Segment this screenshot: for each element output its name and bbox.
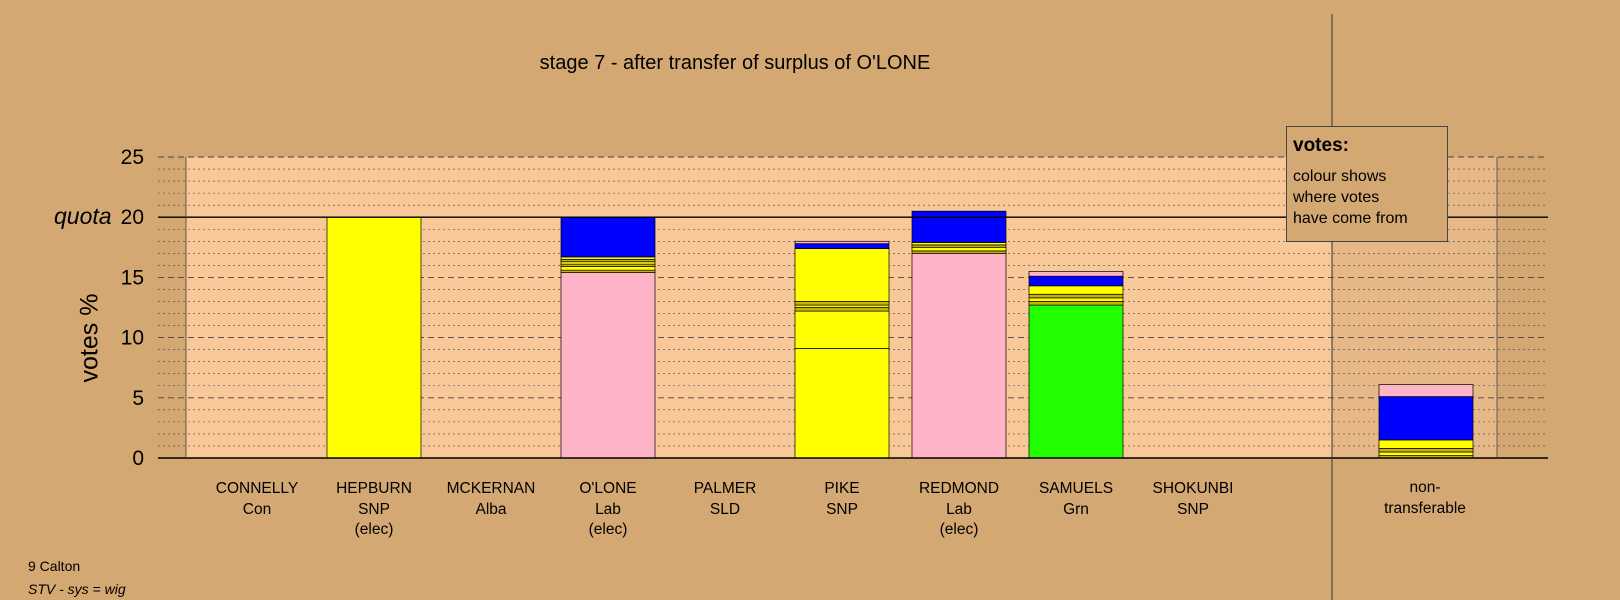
- bar-segment: [794, 240, 890, 245]
- legend: votes: colour shows where votes have com…: [1286, 126, 1448, 242]
- nt-bar-segment: [1378, 396, 1474, 441]
- candidate-label: PIKE SNP: [784, 479, 900, 541]
- legend-line: colour shows: [1293, 168, 1387, 185]
- candidate-party: SLD: [709, 500, 741, 518]
- bar-segment: [1028, 275, 1124, 287]
- bar-segment: [1028, 271, 1124, 277]
- bar-segment: [1028, 297, 1124, 302]
- bar-segment: [560, 216, 656, 258]
- bar-segment: [1028, 301, 1124, 306]
- bar-segment: [326, 216, 422, 459]
- bar-segment: [911, 242, 1007, 246]
- bar-segment: [794, 304, 890, 308]
- candidate-status: (elec): [588, 521, 628, 538]
- candidate-name: MCKERNAN: [446, 480, 536, 497]
- bar-segment: [911, 210, 1007, 243]
- bar-segment: [794, 348, 890, 459]
- candidate-status: [1135, 520, 1251, 541]
- bar-segment: [560, 272, 656, 459]
- bar-segment: [794, 243, 890, 249]
- y-tick-label: 0: [132, 447, 144, 470]
- legend-line: have come from: [1293, 210, 1408, 227]
- candidate-party: SNP: [826, 500, 858, 518]
- bar-segment: [560, 269, 656, 273]
- non-transferable-label: non- transferable: [1367, 477, 1483, 519]
- bar-segment: [1028, 293, 1124, 299]
- candidate-party: Lab: [595, 500, 621, 518]
- quota-label: quota: [54, 203, 112, 229]
- bar-segment: [911, 250, 1007, 254]
- system-label: STV - sys = wig: [28, 581, 126, 597]
- bar-segment: [560, 266, 656, 271]
- bar-segment: [794, 310, 890, 349]
- nt-bar-segment: [1378, 384, 1474, 397]
- y-tick-label: 10: [121, 327, 144, 350]
- nt-bar-segment: [1378, 451, 1474, 456]
- y-tick-label: 15: [121, 266, 144, 289]
- candidate-party: Alba: [475, 500, 507, 518]
- y-tick-labels: 0 5 10 15 20 25: [121, 146, 144, 470]
- candidate-label: SHOKUNBI SNP: [1135, 479, 1251, 541]
- bar-segment: [1028, 285, 1124, 295]
- candidate-name: PIKE: [824, 480, 860, 497]
- candidate-status: [667, 520, 783, 541]
- ward-label: 9 Calton: [28, 558, 81, 574]
- candidate-status: [433, 520, 549, 541]
- candidate-party: SNP: [1177, 500, 1209, 518]
- bar-segment: [794, 301, 890, 306]
- candidate-party: SNP: [358, 500, 390, 518]
- bar-segment: [911, 252, 1007, 459]
- candidate-label: SAMUELS Grn: [1018, 479, 1134, 541]
- bar-segment: [1028, 304, 1124, 459]
- candidate-status: (elec): [939, 521, 979, 538]
- candidate-status: [784, 520, 900, 541]
- candidate-label: REDMOND Lab (elec): [901, 479, 1017, 541]
- candidate-name: REDMOND: [918, 480, 1000, 497]
- candidate-party: Con: [242, 500, 272, 518]
- bar-segment: [560, 256, 656, 260]
- candidate-party: Lab: [946, 500, 972, 518]
- candidate-party: Grn: [1063, 500, 1089, 518]
- y-tick-label: 20: [121, 206, 144, 229]
- bar-segment: [560, 261, 656, 265]
- non-transferable-label-line: transferable: [1384, 500, 1466, 517]
- nt-bar-segment: [1378, 448, 1474, 453]
- bar-segment: [560, 263, 656, 267]
- y-tick-label: 5: [132, 387, 144, 410]
- candidate-name: CONNELLY: [215, 480, 299, 497]
- candidate-label: PALMER SLD: [667, 479, 783, 541]
- candidate-label: CONNELLY Con: [199, 479, 315, 541]
- candidate-name: O'LONE: [579, 480, 637, 497]
- bars: [326, 210, 1474, 459]
- candidate-label: O'LONE Lab (elec): [550, 479, 666, 541]
- nt-bar-segment: [1378, 439, 1474, 449]
- candidate-name: PALMER: [693, 480, 757, 497]
- legend-line: where votes: [1293, 189, 1380, 206]
- candidate-label: HEPBURN SNP (elec): [316, 479, 432, 541]
- bar-segment: [911, 246, 1007, 252]
- y-axis-label: votes %: [75, 293, 104, 383]
- legend-title: votes:: [1293, 135, 1349, 156]
- bar-segment: [911, 244, 1007, 248]
- bar-segment: [794, 307, 890, 312]
- candidate-status: [199, 520, 315, 541]
- candidate-label: MCKERNAN Alba: [433, 479, 549, 541]
- candidate-status: (elec): [354, 521, 394, 538]
- candidate-name: HEPBURN: [336, 480, 412, 497]
- chart-title: stage 7 - after transfer of surplus of O…: [539, 52, 931, 74]
- y-tick-label: 25: [121, 146, 144, 169]
- bar-segment: [794, 248, 890, 302]
- candidate-status: [1018, 520, 1134, 541]
- candidate-name: SHOKUNBI: [1152, 480, 1234, 497]
- candidate-name: SAMUELS: [1038, 480, 1114, 497]
- non-transferable-label-line: non-: [1409, 479, 1441, 496]
- bar-segment: [560, 258, 656, 263]
